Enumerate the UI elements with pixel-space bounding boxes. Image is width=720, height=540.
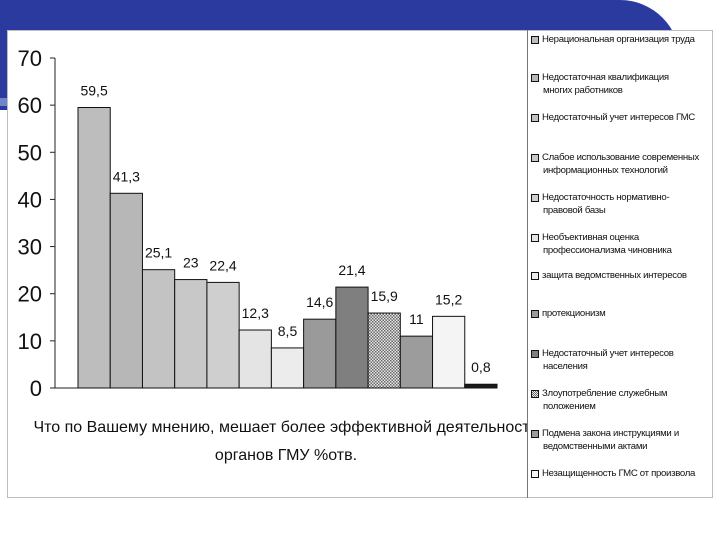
data-label: 22,4 [209,257,236,273]
bar [399,335,434,389]
data-label: 0,8 [471,359,491,375]
legend-label-line: Нерациональная организация труда [542,34,695,45]
legend-label: протекционизм [542,308,710,321]
legend-label-line: защита ведомственных интересов [542,270,687,281]
data-label: 15,2 [435,291,462,307]
legend-label-line: ведомственными актами [543,440,648,452]
legend-label-line: Недостаточность нормативно- [542,192,670,203]
legend-swatch [531,194,539,202]
legend-label-line: положением [543,400,596,412]
bar [141,269,176,389]
legend-label-line: Недостаточный учет интересов ГМС [542,112,695,123]
legend-label-line: правовой базы [543,204,606,216]
data-label: 11 [409,311,424,327]
bar [109,192,143,389]
bar [270,347,305,389]
y-tick-label: 30 [18,235,42,260]
y-tick-label: 70 [18,46,42,71]
x-axis-title-line-1: Что по Вашему мнению, мешает более эффек… [33,419,528,436]
legend-swatch [531,36,539,44]
bar [464,383,498,389]
legend-label: Необъективная оценка профессионализма чин… [542,232,710,257]
legend-label-line: Недостаточный учет интересов [542,348,674,359]
legend-swatch [531,430,539,438]
legend-label: Нерациональная организация труда [542,34,710,47]
legend-swatch [531,234,539,242]
legend-label: Незащищенность ГМС от произвола [542,468,710,481]
legend-label-line: многих работников [543,84,623,96]
y-tick-label: 50 [18,140,42,165]
bar [77,107,111,389]
legend-label: Слабое использование современных информац… [542,152,710,177]
data-label: 23 [183,255,199,271]
bar [206,281,240,389]
legend-divider [527,30,528,498]
legend-swatch [531,154,539,162]
data-label: 25,1 [145,245,172,261]
data-label: 59,5 [80,83,107,99]
bar [303,318,337,389]
legend-label: Недостаточная квалификация многих работни… [542,72,710,97]
legend-label: Недостаточный учет интересов населения [542,348,710,373]
bar-chart: 0 10 20 30 40 50 60 70 59,5 41,3 25,1 23 22,4 12,3 8,… [18,46,528,464]
legend-label-line: Необъективная оценка [542,232,639,243]
legend-swatch [531,114,539,122]
legend-label-line: Злоупотребление служебным [542,388,668,399]
bar [367,312,401,389]
legend-swatch [531,74,539,82]
legend-label: Подмена закона инструкциями и ведомственн… [542,428,710,453]
bars [77,107,498,389]
y-tick-label: 40 [18,187,42,212]
x-axis-title-line-2: органов ГМУ %отв. [215,447,357,464]
legend: Нерациональная организация труда Недостат… [531,32,707,498]
y-tick-label: 10 [18,329,42,354]
data-label: 8,5 [278,323,298,339]
legend-swatch [531,272,539,280]
bar [174,279,208,389]
legend-swatch [531,310,539,318]
y-tick-label: 0 [30,376,42,401]
data-label: 41,3 [113,168,140,184]
data-label: 21,4 [338,262,365,278]
legend-label: Недостаточный учет интересов ГМС [542,112,710,125]
legend-label: Злоупотребление служебным положением [542,388,710,413]
legend-swatch [531,350,539,358]
data-labels: 59,5 41,3 25,1 23 22,4 12,3 8,5 14,6 21,4 15,9 11 1… [80,83,490,376]
legend-label-line: Подмена закона инструкциями и [542,428,679,439]
legend-label: Недостаточность нормативно-правовой базы [542,192,710,217]
legend-label-line: протекционизм [542,308,606,319]
data-label: 15,9 [371,288,398,304]
bar [432,315,466,389]
legend-label-line: Слабое использование современных [542,152,700,163]
y-tick-label: 60 [18,93,42,118]
legend-label: защита ведомственных интересов [542,270,710,283]
data-label: 12,3 [242,305,269,321]
legend-label-line: информационных технологий [543,164,668,176]
legend-label-line: населения [543,360,588,372]
legend-label-line: Незащищенность ГМС от произвола [542,468,696,479]
bar [238,329,272,389]
legend-label-line: Недостаточная квалификация [542,72,669,83]
data-label: 14,6 [306,294,333,310]
bar [335,286,369,389]
y-tick-label: 20 [18,282,42,307]
legend-label-line: профессионализма чиновника [543,244,672,256]
legend-swatch [531,470,539,478]
legend-swatch [531,390,539,398]
